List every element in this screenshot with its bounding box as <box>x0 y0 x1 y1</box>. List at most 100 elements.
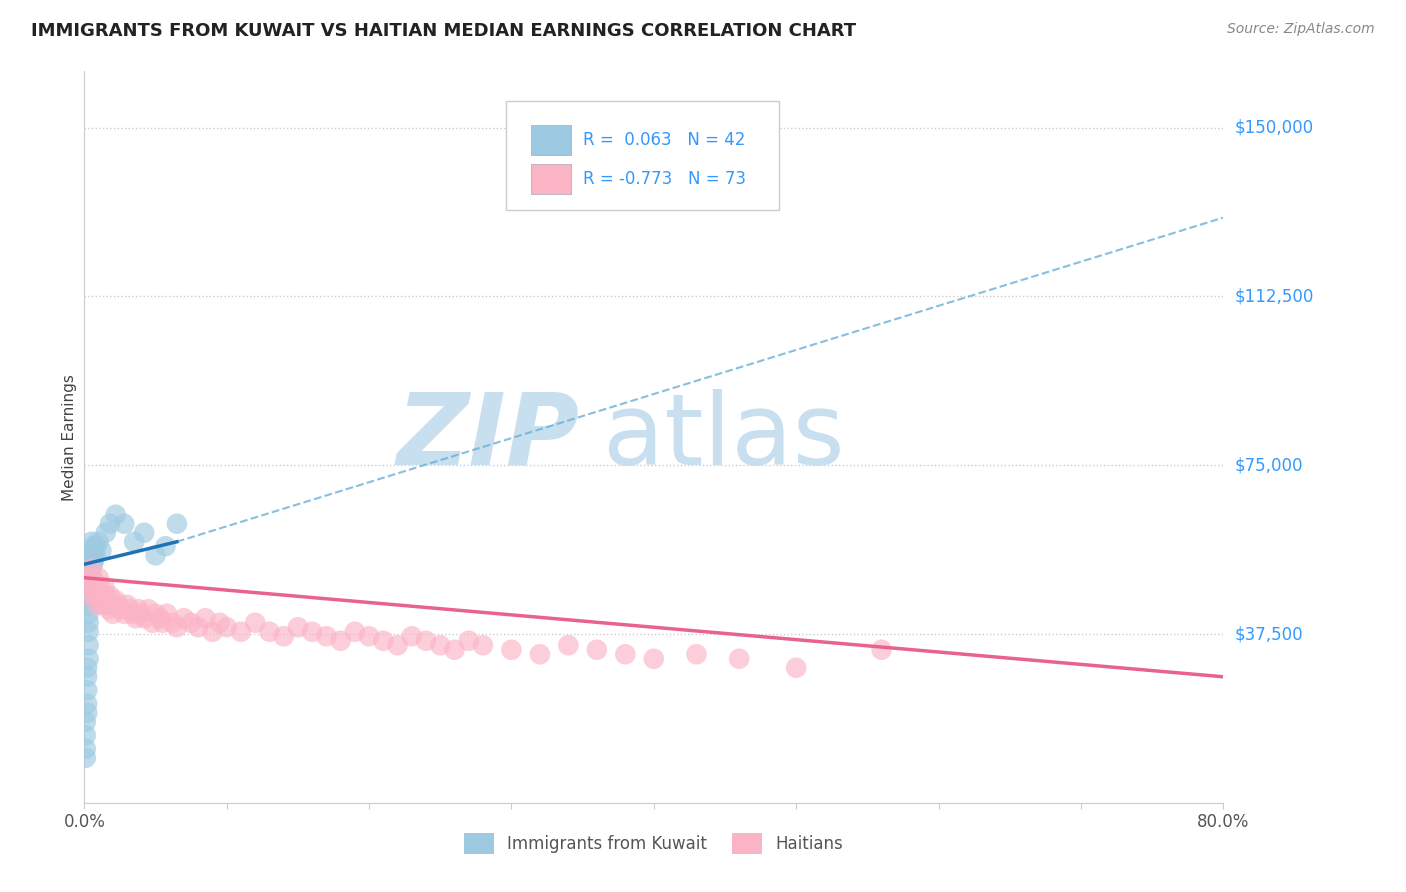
Point <box>79 589 101 603</box>
Legend: Immigrants from Kuwait, Haitians: Immigrants from Kuwait, Haitians <box>457 827 851 860</box>
Point <box>82 539 104 553</box>
Point <box>82 571 104 585</box>
Point <box>138 602 160 616</box>
Point <box>301 624 323 639</box>
Point <box>215 620 238 634</box>
Point <box>329 633 352 648</box>
Point <box>101 607 124 621</box>
Point <box>529 647 551 661</box>
Point <box>115 598 138 612</box>
Point <box>91 598 114 612</box>
Text: $37,500: $37,500 <box>1234 625 1303 643</box>
Point <box>501 642 523 657</box>
Point <box>229 624 252 639</box>
Point <box>156 607 179 621</box>
Point <box>83 580 105 594</box>
Point <box>112 607 135 621</box>
Point <box>152 615 174 630</box>
Point <box>79 589 101 603</box>
Point <box>90 543 112 558</box>
Point <box>187 620 209 634</box>
Point <box>110 602 132 616</box>
Point <box>145 607 167 621</box>
Point <box>75 728 97 742</box>
Point <box>162 615 184 630</box>
Point <box>77 624 100 639</box>
Point <box>201 624 224 639</box>
Point <box>429 638 451 652</box>
Point <box>194 611 217 625</box>
Point <box>76 706 98 720</box>
Point <box>387 638 409 652</box>
Point <box>84 589 107 603</box>
Point <box>80 543 103 558</box>
Point <box>77 593 100 607</box>
Point <box>131 607 153 621</box>
Point <box>90 589 112 603</box>
Text: atlas: atlas <box>603 389 844 485</box>
Point <box>173 611 195 625</box>
Point <box>112 516 135 531</box>
Point <box>77 615 100 630</box>
Point <box>457 633 479 648</box>
FancyBboxPatch shape <box>506 101 779 211</box>
Point <box>84 539 107 553</box>
Point <box>107 598 129 612</box>
Point <box>259 624 281 639</box>
Point <box>104 593 127 607</box>
Point <box>77 580 100 594</box>
Point <box>89 580 111 594</box>
Point <box>557 638 579 652</box>
Point <box>94 525 117 540</box>
Text: R = -0.773   N = 73: R = -0.773 N = 73 <box>583 169 747 188</box>
FancyBboxPatch shape <box>531 163 571 194</box>
Point <box>121 607 143 621</box>
Point <box>76 683 98 698</box>
Point <box>80 562 103 576</box>
Point <box>643 652 665 666</box>
Point <box>93 580 115 594</box>
Text: Source: ZipAtlas.com: Source: ZipAtlas.com <box>1227 22 1375 37</box>
Point <box>180 615 202 630</box>
Point <box>315 629 337 643</box>
Text: R =  0.063   N = 42: R = 0.063 N = 42 <box>583 131 745 149</box>
Point <box>80 571 103 585</box>
Point <box>76 670 98 684</box>
Point <box>77 652 100 666</box>
Point <box>273 629 295 643</box>
Point <box>86 598 108 612</box>
Point <box>134 611 156 625</box>
Point <box>443 642 465 657</box>
Point <box>77 638 100 652</box>
Point <box>124 611 146 625</box>
Point <box>98 516 121 531</box>
Y-axis label: Median Earnings: Median Earnings <box>62 374 77 500</box>
Point <box>80 553 103 567</box>
Text: $112,500: $112,500 <box>1234 287 1313 305</box>
Point <box>76 697 98 711</box>
Point <box>127 602 149 616</box>
Point <box>87 571 110 585</box>
Point <box>75 714 97 729</box>
Point <box>75 751 97 765</box>
Point <box>373 633 395 648</box>
Text: ZIP: ZIP <box>396 389 579 485</box>
Point <box>100 598 122 612</box>
Point <box>98 589 121 603</box>
Point <box>76 571 98 585</box>
Point <box>79 580 101 594</box>
Point <box>82 548 104 562</box>
Point <box>82 558 104 572</box>
Point <box>83 553 105 567</box>
Text: $150,000: $150,000 <box>1234 119 1313 136</box>
FancyBboxPatch shape <box>531 125 571 155</box>
Point <box>245 615 267 630</box>
Point <box>134 525 156 540</box>
Point <box>166 620 188 634</box>
Point <box>75 741 97 756</box>
Point <box>359 629 381 643</box>
Point <box>343 624 366 639</box>
Point <box>155 539 177 553</box>
Point <box>97 602 120 616</box>
Point <box>142 615 165 630</box>
